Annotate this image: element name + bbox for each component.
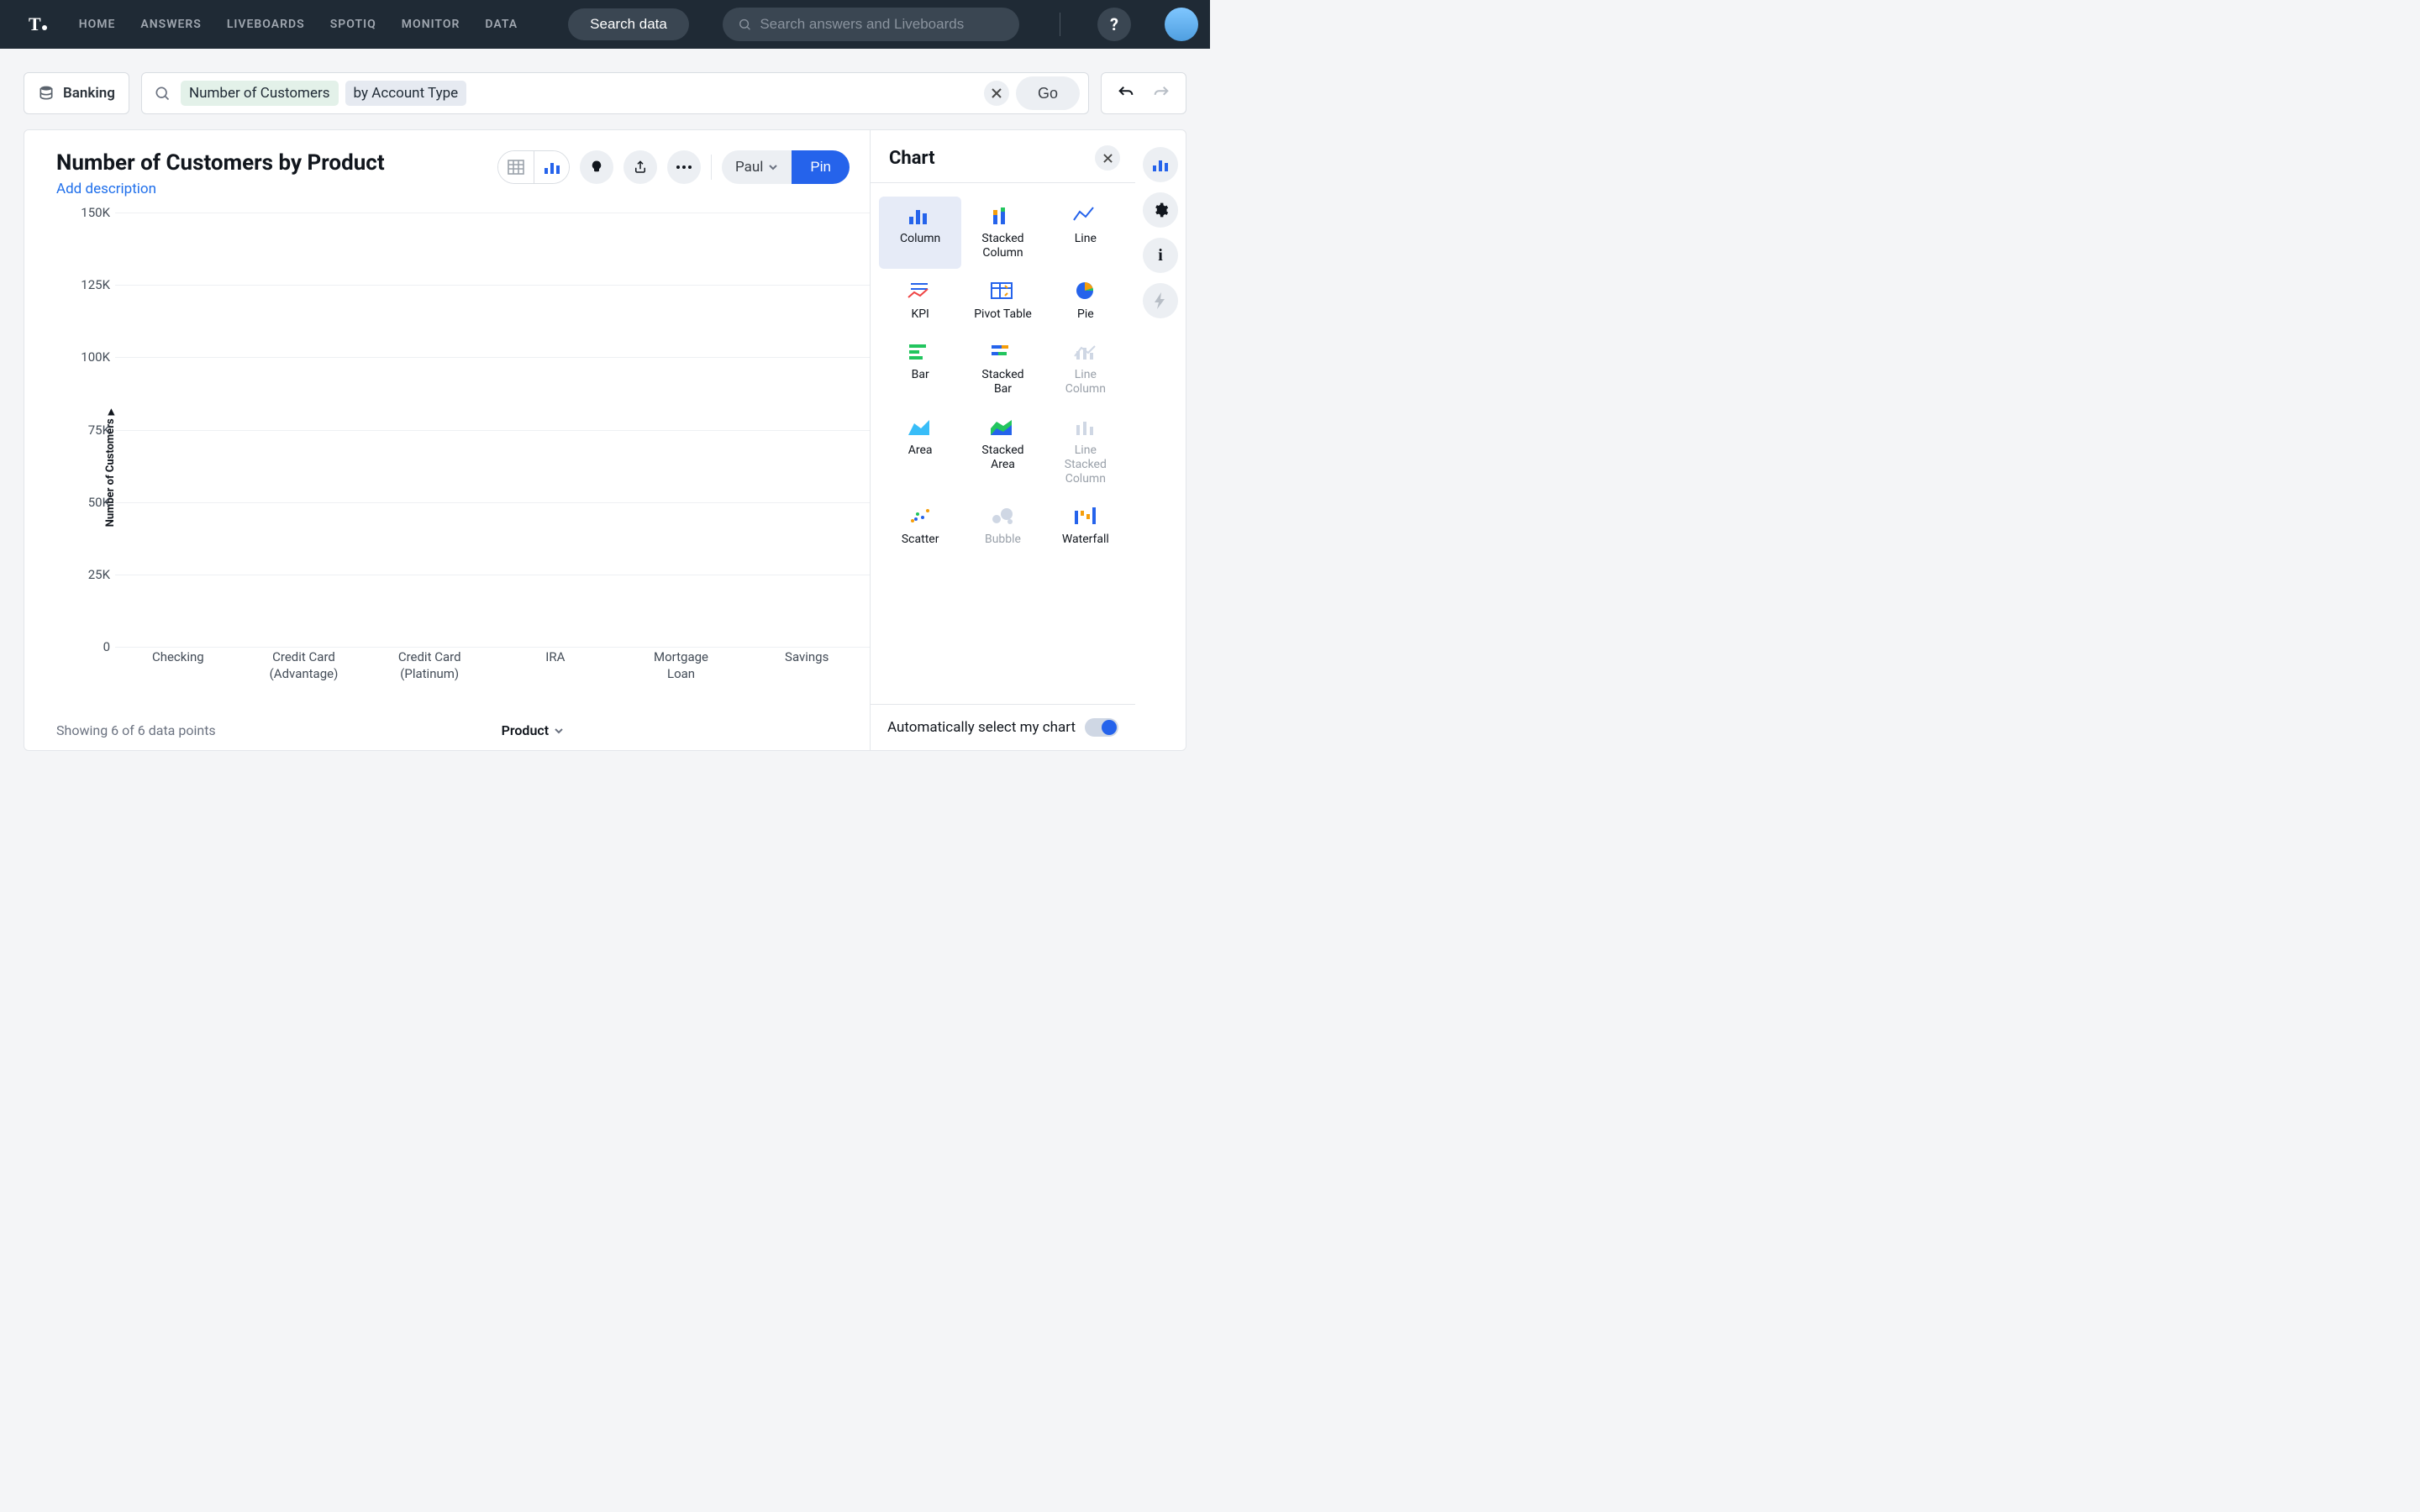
nav-home[interactable]: HOME [79,18,116,31]
chart-type-line-column: Line Column [1044,333,1127,405]
auto-select-row: Automatically select my chart [871,704,1135,750]
share-icon [633,160,648,175]
chart-icon [544,160,560,175]
x-axis-selector[interactable]: Product [502,722,565,738]
x-tick-label: Savings [744,649,870,682]
data-source-label: Banking [63,85,115,102]
panel-title: Chart [889,148,935,169]
answer-toolbar: Paul Pin [497,150,870,184]
y-tick-label: 0 [71,639,110,654]
rail-chart-button[interactable] [1143,147,1178,182]
undo-icon[interactable] [1117,84,1135,102]
table-view-button[interactable] [498,151,534,183]
chart-type-bubble: Bubble [961,497,1044,555]
chart-type-pie[interactable]: Pie [1044,272,1127,330]
answer-title[interactable]: Number of Customers by Product [56,150,385,176]
redo-icon[interactable] [1152,84,1171,102]
close-panel-button[interactable] [1095,145,1120,171]
y-tick-label: 25K [71,567,110,582]
clear-query-button[interactable] [984,81,1009,106]
nav-monitor[interactable]: MONITOR [402,18,460,31]
chart-type-stacked-area[interactable]: Stacked Area [961,408,1044,494]
global-search[interactable] [723,8,1019,41]
nav-data[interactable]: DATA [485,18,518,31]
lightbulb-icon [589,160,604,175]
chart-area: Number of Customers by Product Add descr… [24,130,870,750]
data-source-selector[interactable]: Banking [24,72,129,114]
database-icon [38,85,55,102]
x-tick-label: Checking [115,649,241,682]
nav-spotiq[interactable]: SPOTIQ [330,18,376,31]
table-icon [508,160,524,175]
view-toggle [497,150,570,184]
chevron-down-icon [768,162,778,172]
more-icon [676,165,692,169]
bolt-icon [1155,292,1166,309]
help-button[interactable]: ? [1097,8,1131,41]
rail-bolt-button[interactable] [1143,283,1178,318]
search-data-button[interactable]: Search data [568,8,689,40]
query-token-measure[interactable]: Number of Customers [181,81,339,106]
pin-button[interactable]: Pin [792,150,850,184]
chart-view-button[interactable] [534,151,569,183]
info-icon: i [1158,246,1163,265]
chart-type-stacked-bar[interactable]: Stacked Bar [961,333,1044,405]
query-row: Banking Number of Customers by Account T… [0,49,1210,114]
chart-type-scatter[interactable]: Scatter [879,497,961,555]
query-token-attribute[interactable]: by Account Type [345,81,467,106]
global-search-input[interactable] [760,16,1004,33]
grid-line [115,647,870,648]
go-button[interactable]: Go [1016,76,1080,110]
chart-type-column[interactable]: Column [879,197,961,269]
chart-type-waterfall[interactable]: Waterfall [1044,497,1127,555]
right-rail: i [1135,130,1186,750]
y-tick-label: 100K [71,349,110,365]
spotiq-button[interactable] [580,150,613,184]
toolbar-divider [711,155,712,180]
undo-redo [1101,72,1186,114]
chart-type-kpi[interactable]: KPI [879,272,961,330]
y-tick-label: 150K [71,205,110,220]
nav-answers[interactable]: ANSWERS [140,18,201,31]
logo[interactable]: T [29,13,47,35]
query-bar[interactable]: Number of Customers by Account Type Go [141,72,1089,114]
rail-settings-button[interactable] [1143,192,1178,228]
owner-dropdown[interactable]: Paul [722,150,792,184]
more-button[interactable] [667,150,701,184]
search-icon [738,17,752,32]
auto-select-toggle[interactable] [1085,718,1118,737]
auto-select-label: Automatically select my chart [887,719,1076,736]
add-description-link[interactable]: Add description [56,181,385,197]
chart-type-panel: Chart ColumnStacked ColumnLine KPIPivot T… [870,130,1135,750]
chevron-down-icon [554,726,564,736]
chart-type-stacked-column[interactable]: Stacked Column [961,197,1044,269]
chart-type-bar[interactable]: Bar [879,333,961,405]
top-nav: T HOME ANSWERS LIVEBOARDS SPOTIQ MONITOR… [0,0,1210,49]
nav-liveboards[interactable]: LIVEBOARDS [227,18,305,31]
answer-card: Number of Customers by Product Add descr… [24,129,1186,751]
x-tick-label: IRA [492,649,618,682]
close-icon [1103,154,1113,163]
x-tick-label: Mortgage Loan [618,649,744,682]
y-tick-label: 75K [71,423,110,438]
gear-icon [1152,202,1169,218]
x-tick-label: Credit Card (Advantage) [241,649,367,682]
owner-pin: Paul Pin [722,150,850,184]
close-icon [992,88,1002,98]
y-tick-label: 50K [71,495,110,510]
rail-info-button[interactable]: i [1143,238,1178,273]
chart-icon [1151,157,1170,172]
share-button[interactable] [623,150,657,184]
search-icon [154,85,171,102]
chart-type-line-stacked-column: Line Stacked Column [1044,408,1127,494]
chart-type-area[interactable]: Area [879,408,961,494]
avatar[interactable] [1165,8,1198,41]
column-chart: Number of Customers▶ 025K50K75K100K125K1… [56,213,870,722]
showing-label: Showing 6 of 6 data points [56,722,216,738]
y-tick-label: 125K [71,277,110,292]
chart-type-pivot-table[interactable]: Pivot Table [961,272,1044,330]
chart-footer: Showing 6 of 6 data points Product [56,722,870,750]
chart-type-line[interactable]: Line [1044,197,1127,269]
x-tick-label: Credit Card (Platinum) [366,649,492,682]
